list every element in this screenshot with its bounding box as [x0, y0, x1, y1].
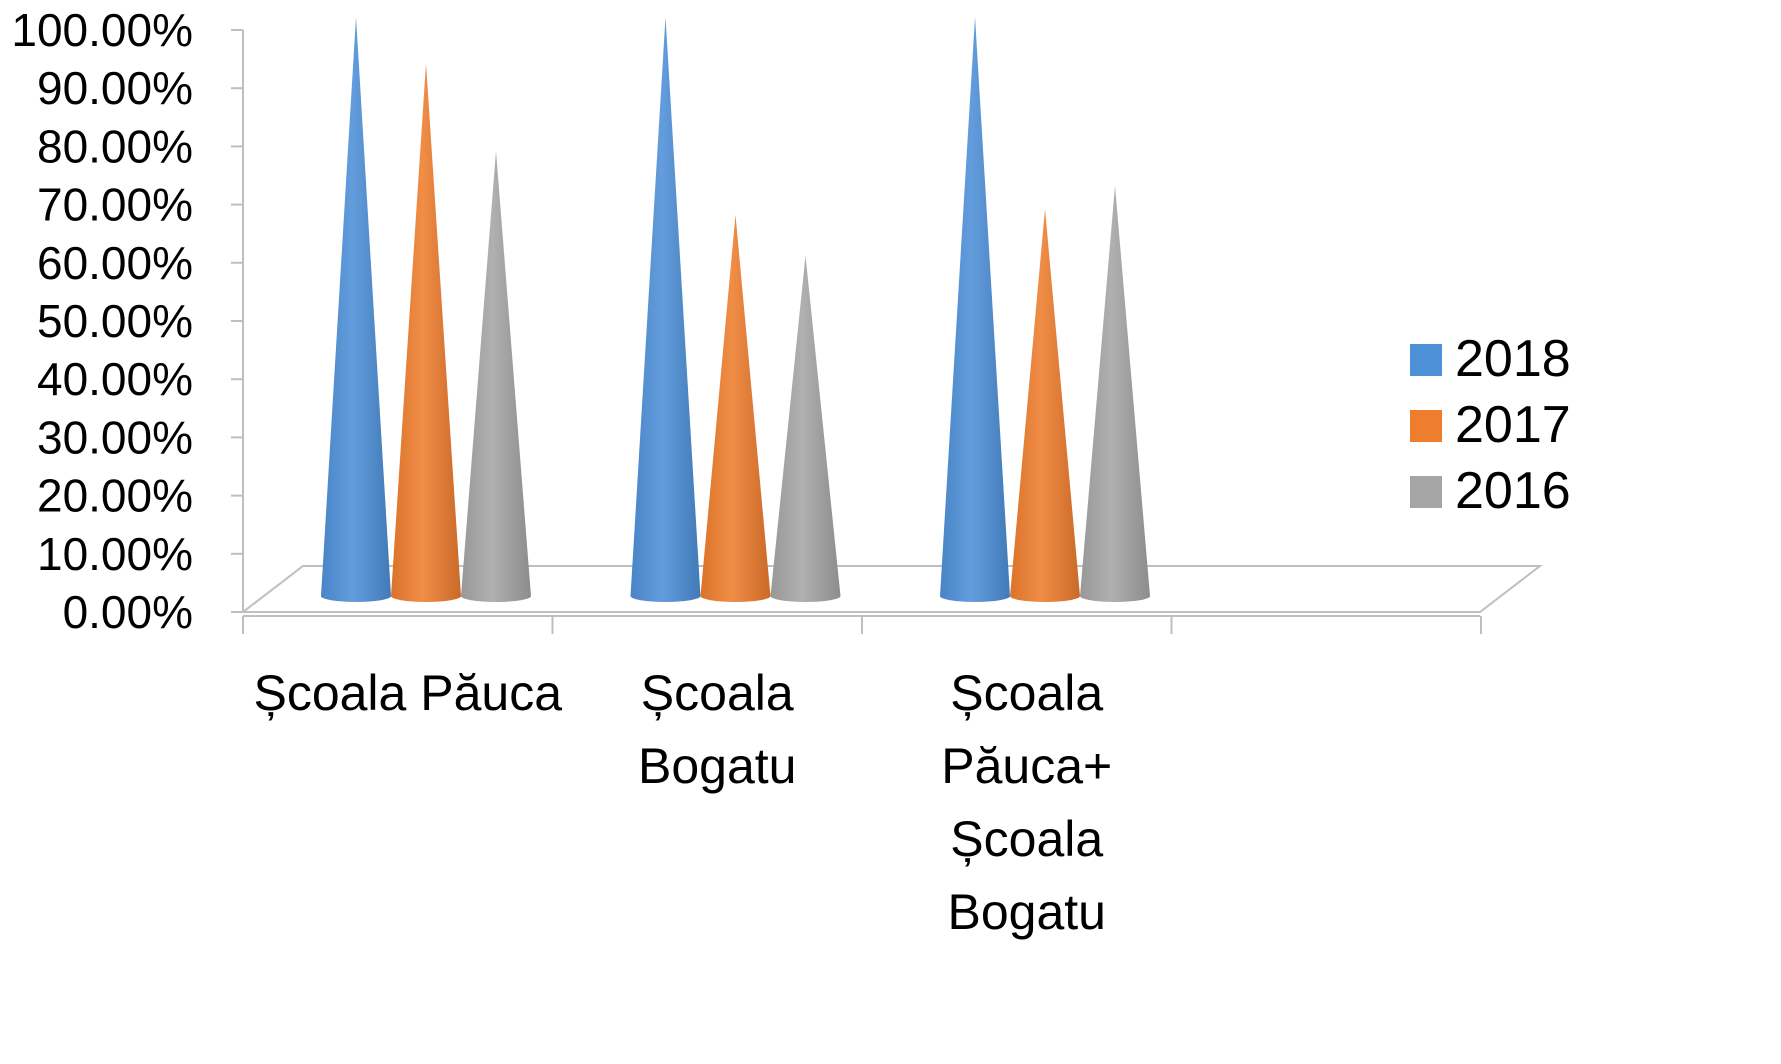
legend-label: 2017: [1455, 396, 1571, 454]
legend-label: 2018: [1455, 330, 1571, 388]
x-axis: Școala Păuca Școala Bogatu Școala Păuca+ Școa…: [242, 615, 1482, 940]
legend: 2018 2017 2016: [1410, 330, 1571, 520]
cone-bar-2017: [700, 214, 771, 602]
cone-body: [630, 17, 701, 602]
cone-bar-2016: [461, 150, 531, 603]
legend-swatch: [1410, 344, 1442, 376]
x-category-label: Școala Păuca: [253, 665, 562, 721]
plot-area: [321, 17, 1150, 603]
legend-item-2018: 2018: [1410, 330, 1571, 388]
x-category-label: Școala Păuca+ Școala Bogatu: [941, 665, 1112, 940]
y-tick-label: 70.00%: [37, 179, 193, 231]
y-tick-label: 0.00%: [63, 586, 193, 638]
legend-swatch: [1410, 410, 1442, 442]
y-tick-label: 80.00%: [37, 120, 193, 172]
cone-body: [461, 150, 531, 603]
cone-bar-2017: [1010, 209, 1080, 602]
cone-bar-2017: [391, 63, 461, 603]
legend-item-2016: 2016: [1410, 462, 1571, 520]
x-category-label: Școala Bogatu: [638, 665, 796, 794]
legend-item-2017: 2017: [1410, 396, 1571, 454]
floor-plane: [240, 565, 1543, 613]
cone-body: [770, 255, 841, 602]
y-tick-label: 10.00%: [37, 528, 193, 580]
cone-bar-2018: [940, 17, 1010, 602]
cone-bar-2018: [630, 17, 701, 602]
chart-floor: [240, 565, 1543, 613]
y-tick-label: 90.00%: [37, 62, 193, 114]
y-tick-label: 20.00%: [37, 470, 193, 522]
cone-bar-2016: [1080, 185, 1150, 602]
legend-swatch: [1410, 476, 1442, 508]
cone-body: [391, 63, 461, 603]
cone-body: [321, 17, 391, 602]
cone-bar-2016: [770, 255, 841, 602]
y-tick-label: 50.00%: [37, 295, 193, 347]
y-tick-label: 40.00%: [37, 353, 193, 405]
y-tick-label: 30.00%: [37, 411, 193, 463]
cone-body: [940, 17, 1010, 602]
cone-body: [1010, 209, 1080, 602]
cone-bar-2018: [321, 17, 391, 602]
cone-body: [700, 214, 771, 602]
y-tick-label: 60.00%: [37, 237, 193, 289]
y-axis: 0.00% 10.00% 20.00% 30.00% 40.00% 50.00% 60.00…: [11, 4, 244, 638]
y-tick-label: 100.00%: [11, 4, 193, 56]
cone-body: [1080, 185, 1150, 602]
legend-label: 2016: [1455, 462, 1571, 520]
